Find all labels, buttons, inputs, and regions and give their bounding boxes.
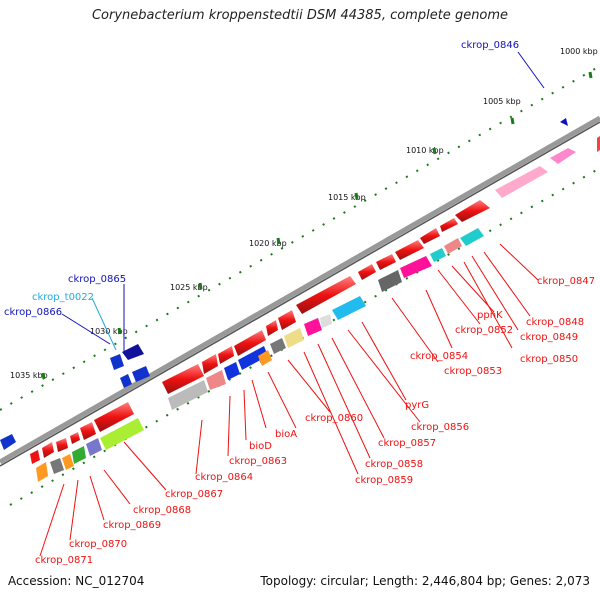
gene-block[interactable] [395, 240, 424, 260]
map-title: Corynebacterium kroppenstedtii DSM 44385… [91, 8, 509, 23]
gene-label-ckrop-0857[interactable]: ckrop_0857 [378, 438, 436, 449]
gene-block[interactable] [296, 276, 356, 314]
gene-label-ckrop-0853[interactable]: ckrop_0853 [444, 366, 502, 377]
gene-block[interactable] [430, 248, 446, 262]
gene-block[interactable] [0, 434, 16, 450]
gene-block[interactable] [550, 148, 576, 164]
gene-block[interactable] [120, 374, 132, 388]
gene-block[interactable] [110, 354, 124, 370]
gene-block[interactable] [444, 238, 462, 254]
tick-label-1035: 1035 kbp [10, 371, 48, 380]
gene-label-ckrop-0858[interactable]: ckrop_0858 [365, 459, 423, 470]
gene-block[interactable] [270, 338, 286, 354]
tick-label-1010: 1010 kbp [406, 146, 444, 155]
gene-block[interactable] [50, 458, 64, 474]
gene-block[interactable] [122, 344, 144, 360]
gene-label-ckrop-0846[interactable]: ckrop_0846 [461, 40, 519, 51]
gene-block[interactable] [266, 320, 278, 336]
gene-block[interactable] [94, 402, 134, 432]
gene-block[interactable] [278, 310, 296, 330]
gene-block[interactable] [440, 218, 458, 232]
gene-label-pyrg[interactable]: pyrG [405, 400, 429, 411]
gene-label-ckrop-0864[interactable]: ckrop_0864 [195, 472, 253, 483]
major-ticks [41, 71, 593, 380]
gene-label-ckrop-0870[interactable]: ckrop_0870 [69, 539, 127, 550]
gene-label-ckrop-0867[interactable]: ckrop_0867 [165, 489, 223, 500]
scale-line [0, 65, 600, 411]
gene-labels: ckrop_0846 ckrop_0847 ckrop_0848 ckrop_0… [4, 40, 595, 566]
gene-block[interactable] [56, 438, 68, 452]
gene-block[interactable] [400, 256, 432, 278]
gene-block[interactable] [378, 270, 402, 292]
gene-label-ckrop-0852[interactable]: ckrop_0852 [455, 325, 513, 336]
gene-block[interactable] [30, 450, 40, 464]
gene-label-ppnk[interactable]: ppnK [477, 310, 503, 321]
gene-block[interactable] [168, 380, 208, 410]
gene-label-ckrop-0869[interactable]: ckrop_0869 [103, 520, 161, 531]
gene-block[interactable] [455, 200, 490, 222]
genome-info-text: Topology: circular; Length: 2,446,804 bp… [260, 574, 590, 588]
gene-block[interactable] [234, 330, 266, 356]
gene-block[interactable] [42, 442, 54, 458]
forward-genes [0, 118, 600, 458]
gene-block[interactable] [460, 228, 484, 246]
gene-label-biod[interactable]: bioD [249, 441, 272, 452]
gene-block[interactable] [495, 166, 548, 198]
gene-label-ckrop-0868[interactable]: ckrop_0868 [133, 505, 191, 516]
gene-block[interactable] [70, 432, 80, 444]
tick-label-1015: 1015 kbp [328, 193, 366, 202]
gene-label-bioa[interactable]: bioA [275, 429, 297, 440]
gene-block[interactable] [72, 446, 86, 464]
gene-block[interactable] [80, 422, 96, 440]
tick-label-1025: 1025 kbp [170, 283, 208, 292]
gene-block[interactable] [238, 346, 268, 370]
gene-label-ckrop-0850[interactable]: ckrop_0850 [520, 354, 578, 365]
gene-label-ckrop-0863[interactable]: ckrop_0863 [229, 456, 287, 467]
gene-block[interactable] [86, 438, 102, 456]
gene-label-ckrop-0860[interactable]: ckrop_0860 [305, 413, 363, 424]
gene-block[interactable] [258, 350, 272, 366]
gene-block[interactable] [224, 362, 240, 380]
gene-block[interactable] [332, 296, 366, 320]
gene-block[interactable] [376, 254, 396, 270]
gene-label-ckrop-0871[interactable]: ckrop_0871 [35, 555, 93, 566]
gene-label-ckrop-0854[interactable]: ckrop_0854 [410, 351, 468, 362]
gene-block[interactable] [358, 264, 376, 280]
gene-block[interactable] [100, 418, 144, 450]
gene-label-ckrop-0859[interactable]: ckrop_0859 [355, 475, 413, 486]
tick-label-1030: 1030 kbp [90, 327, 128, 336]
genome-backbone-shadow [0, 121, 600, 467]
gene-block[interactable] [560, 118, 568, 126]
genome-backbone [0, 115, 600, 465]
gene-block[interactable] [284, 328, 304, 348]
tick-label-1000: 1000 kbp [560, 47, 598, 56]
accession-text: Accession: NC_012704 [8, 574, 145, 588]
gene-block[interactable] [304, 318, 322, 336]
gene-block[interactable] [132, 366, 150, 382]
gene-block[interactable] [218, 346, 234, 364]
tick-label-1020: 1020 kbp [249, 239, 287, 248]
gene-label-ckrop-0865[interactable]: ckrop_0865 [68, 274, 126, 285]
gene-label-ckrop-0848[interactable]: ckrop_0848 [526, 317, 584, 328]
gene-label-ckrop-t0022[interactable]: ckrop_t0022 [32, 292, 94, 303]
gene-label-ckrop-0856[interactable]: ckrop_0856 [411, 422, 469, 433]
gene-block[interactable] [62, 454, 74, 470]
gene-block[interactable] [202, 354, 218, 374]
gene-block[interactable] [420, 228, 440, 244]
gene-block[interactable] [597, 136, 600, 152]
reverse-genes [30, 228, 484, 482]
tick-label-1005: 1005 kbp [483, 97, 521, 106]
gene-label-ckrop-0866[interactable]: ckrop_0866 [4, 307, 62, 318]
gene-label-ckrop-0849[interactable]: ckrop_0849 [520, 332, 578, 343]
gene-block[interactable] [206, 370, 226, 390]
gene-block[interactable] [320, 314, 332, 328]
gene-block[interactable] [36, 462, 48, 482]
leader-lines [39, 51, 545, 557]
gene-block[interactable] [162, 364, 204, 394]
gene-label-ckrop-0847[interactable]: ckrop_0847 [537, 276, 595, 287]
